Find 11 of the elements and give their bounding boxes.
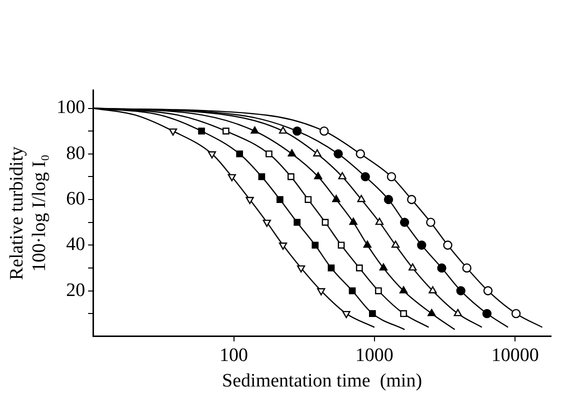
x-tick-label: 100	[220, 344, 248, 366]
x-tick-label: 10000	[491, 344, 539, 366]
y-tick-label: 100	[56, 97, 86, 118]
y-tick-label: 80	[66, 142, 86, 164]
x-tick-label: 1000	[355, 344, 394, 366]
text: 100·log I/log I₀	[29, 154, 50, 272]
y-tick-label: 40	[66, 234, 86, 256]
text: Relative turbidity	[6, 146, 28, 280]
y-tick-label: 20	[66, 280, 86, 301]
x-axis-title: Sedimentation time (min)	[222, 370, 422, 392]
y-tick-label: 60	[66, 188, 86, 210]
